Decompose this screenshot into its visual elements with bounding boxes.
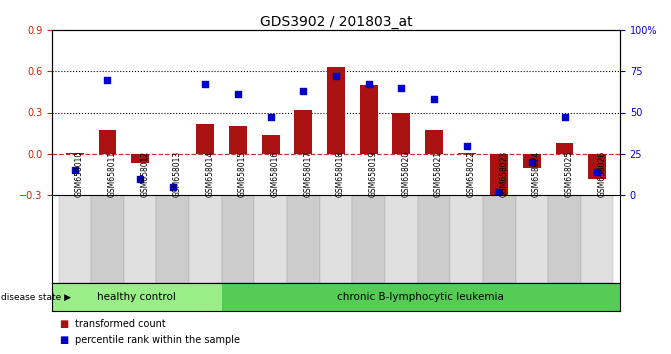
Text: ■: ■ bbox=[58, 319, 68, 329]
Bar bbox=[131, 154, 149, 164]
Bar bbox=[229, 126, 247, 154]
Point bbox=[331, 73, 342, 79]
Text: GSM658016: GSM658016 bbox=[270, 150, 280, 197]
Text: GSM658024: GSM658024 bbox=[532, 150, 541, 197]
Point bbox=[233, 92, 244, 97]
Text: GSM658025: GSM658025 bbox=[564, 150, 574, 197]
Text: GSM658019: GSM658019 bbox=[368, 150, 378, 197]
Text: GSM658026: GSM658026 bbox=[597, 150, 606, 197]
Text: transformed count: transformed count bbox=[75, 319, 166, 329]
Point bbox=[592, 169, 603, 175]
Text: GSM658021: GSM658021 bbox=[434, 151, 443, 197]
Bar bbox=[360, 85, 378, 154]
Text: disease state ▶: disease state ▶ bbox=[1, 292, 70, 302]
Point bbox=[363, 82, 374, 87]
Bar bbox=[417, 195, 450, 283]
Text: GSM658011: GSM658011 bbox=[107, 151, 117, 197]
Bar bbox=[156, 195, 189, 283]
Title: GDS3902 / 201803_at: GDS3902 / 201803_at bbox=[260, 15, 412, 29]
Bar bbox=[425, 130, 443, 154]
Bar bbox=[548, 195, 581, 283]
Bar bbox=[491, 154, 508, 198]
Point bbox=[494, 189, 505, 195]
Point bbox=[396, 85, 407, 91]
Text: GSM658010: GSM658010 bbox=[75, 150, 84, 197]
Bar bbox=[52, 283, 221, 311]
Point bbox=[298, 88, 309, 94]
Bar bbox=[450, 195, 483, 283]
Point bbox=[265, 115, 276, 120]
Bar bbox=[295, 110, 312, 154]
Bar bbox=[483, 195, 515, 283]
Bar bbox=[197, 124, 215, 154]
Bar bbox=[515, 195, 548, 283]
Text: GSM658023: GSM658023 bbox=[499, 150, 508, 197]
Text: percentile rank within the sample: percentile rank within the sample bbox=[75, 335, 240, 346]
Point bbox=[70, 167, 81, 173]
Bar bbox=[124, 195, 156, 283]
Bar bbox=[99, 130, 117, 154]
Bar bbox=[458, 153, 476, 154]
Text: GSM658020: GSM658020 bbox=[401, 150, 410, 197]
Point bbox=[200, 82, 211, 87]
Text: ■: ■ bbox=[58, 335, 68, 346]
Bar bbox=[352, 195, 385, 283]
Text: GSM658018: GSM658018 bbox=[336, 151, 345, 197]
Bar bbox=[393, 113, 410, 154]
Point bbox=[559, 115, 570, 120]
Bar bbox=[287, 195, 319, 283]
Bar bbox=[189, 195, 221, 283]
Bar bbox=[581, 195, 613, 283]
Text: GSM658017: GSM658017 bbox=[303, 150, 313, 197]
Point bbox=[429, 97, 440, 102]
Bar bbox=[523, 154, 541, 167]
Text: GSM658014: GSM658014 bbox=[205, 150, 215, 197]
Point bbox=[167, 184, 178, 190]
Text: chronic B-lymphocytic leukemia: chronic B-lymphocytic leukemia bbox=[338, 292, 505, 302]
Text: healthy control: healthy control bbox=[97, 292, 176, 302]
Bar bbox=[221, 195, 254, 283]
Bar bbox=[327, 67, 345, 154]
Bar bbox=[588, 154, 606, 178]
Bar bbox=[385, 195, 417, 283]
Bar bbox=[221, 283, 620, 311]
Text: GSM658015: GSM658015 bbox=[238, 150, 247, 197]
Point bbox=[527, 159, 537, 165]
Bar bbox=[66, 153, 84, 154]
Bar bbox=[254, 195, 287, 283]
Bar bbox=[58, 195, 91, 283]
Bar bbox=[91, 195, 124, 283]
Bar bbox=[262, 135, 280, 154]
Point bbox=[135, 176, 146, 181]
Point bbox=[102, 77, 113, 82]
Point bbox=[461, 143, 472, 148]
Text: GSM658012: GSM658012 bbox=[140, 151, 149, 197]
Text: GSM658022: GSM658022 bbox=[466, 151, 476, 197]
Text: GSM658013: GSM658013 bbox=[172, 150, 182, 197]
Bar bbox=[556, 143, 574, 154]
Bar bbox=[319, 195, 352, 283]
